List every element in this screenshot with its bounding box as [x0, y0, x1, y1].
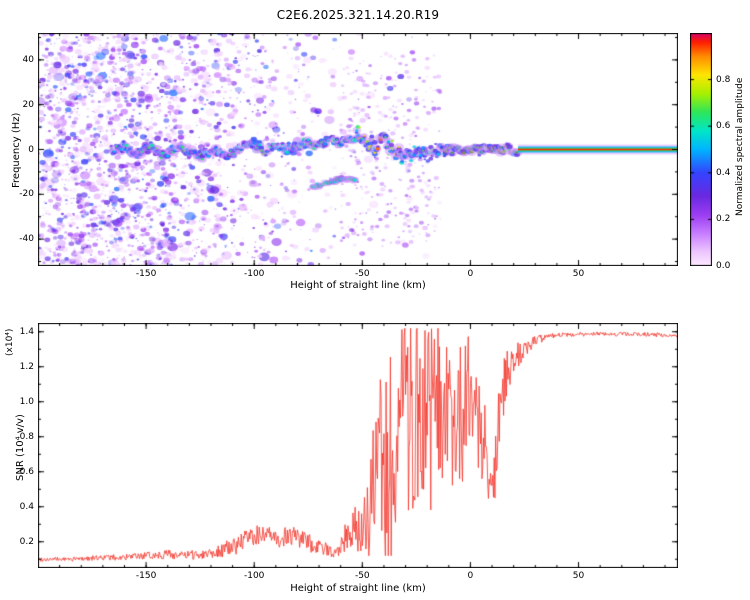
colorbar-canvas [690, 33, 712, 266]
snr-scale-note: (x10⁴) [5, 328, 15, 356]
tick-label: 0.2 [716, 214, 731, 225]
tick-label: -150 [135, 571, 157, 581]
tick-label: 0.0 [716, 261, 731, 271]
tick-label: 40 [22, 54, 34, 65]
tick-label: 1.0 [19, 396, 34, 407]
tick-label: 0.8 [19, 431, 34, 442]
tick-label: 20 [22, 99, 34, 110]
tick-label: -100 [243, 269, 265, 279]
tick-label: -50 [354, 571, 370, 581]
tick-label: 1.4 [19, 326, 34, 337]
tick-label: 0.6 [19, 466, 34, 477]
spectrogram-xlabel: Height of straight line (km) [290, 280, 426, 291]
tick-label: 0.6 [716, 121, 731, 132]
tick-label: 0.8 [716, 74, 731, 85]
figure-title: C2E6.2025.321.14.20.R19 [276, 8, 440, 22]
tick-label: 50 [572, 571, 585, 581]
tick-label: -20 [19, 189, 34, 200]
spectrogram-canvas [38, 33, 678, 266]
snr-line-canvas [38, 323, 678, 568]
colorbar-label: Normalized spectral amplitude [735, 77, 745, 216]
tick-label: 0.4 [716, 167, 731, 178]
tick-label: 0 [467, 571, 474, 581]
tick-label: 0 [28, 144, 34, 155]
tick-label: 1.2 [19, 361, 34, 372]
tick-label: -40 [19, 234, 34, 245]
tick-label: 0 [467, 269, 474, 279]
spectrogram-ylabel: Frequency (Hz) [11, 112, 22, 188]
tick-label: 0.2 [19, 536, 34, 547]
tick-label: -100 [243, 571, 265, 581]
snr-xlabel: Height of straight line (km) [290, 583, 426, 594]
tick-label: 0.4 [19, 501, 34, 512]
tick-label: 50 [572, 269, 585, 279]
tick-label: -50 [354, 269, 370, 279]
tick-label: -150 [135, 269, 157, 279]
